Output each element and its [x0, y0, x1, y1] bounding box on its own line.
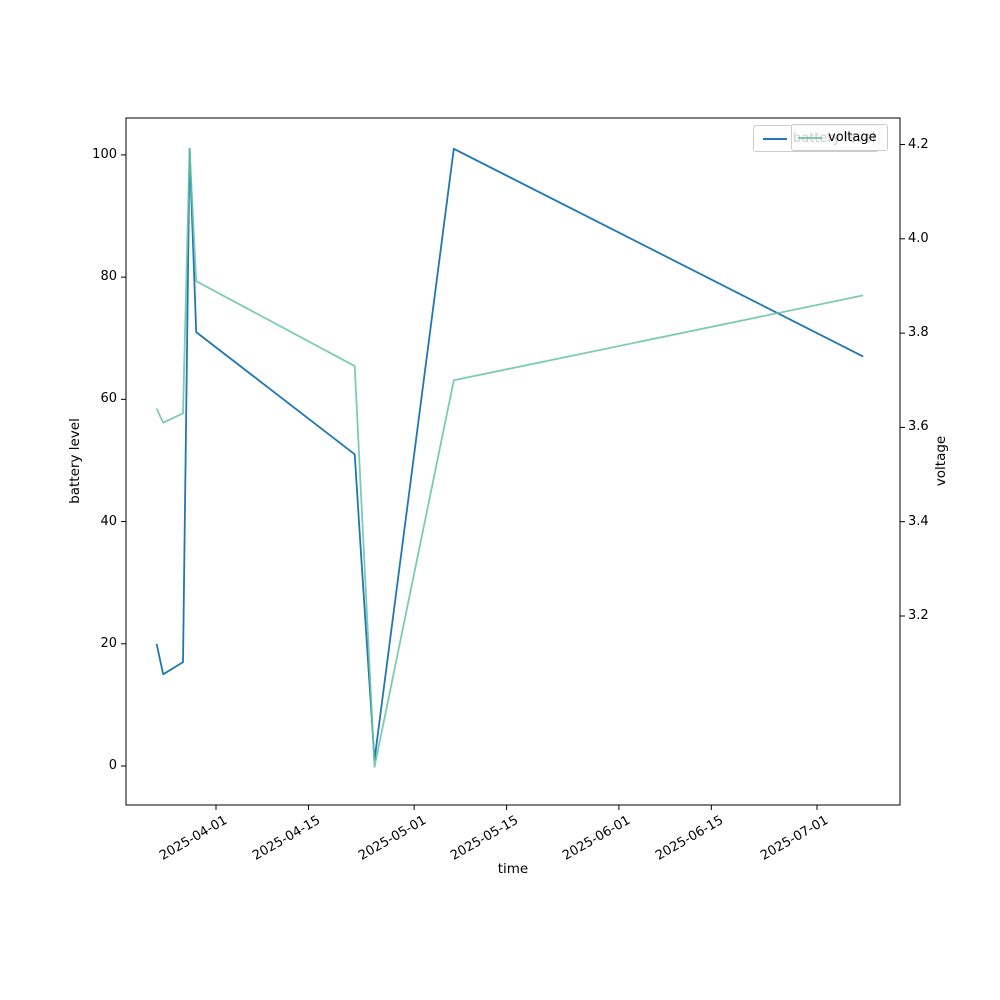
y-tick-label-left: 100 [92, 146, 117, 162]
x-axis-label: time [497, 861, 529, 877]
y-tick-label-left: 40 [100, 513, 117, 529]
legend-voltage: voltage [791, 124, 888, 151]
y-tick-label-right: 3.6 [908, 419, 929, 435]
battery-line [155, 147, 864, 761]
y-axis-label-right: voltage [933, 435, 949, 487]
y-tick-label-left: 60 [100, 391, 117, 407]
y-tick-label-left: 0 [108, 758, 117, 773]
y-tick-label-left: 80 [100, 269, 117, 285]
y-tick-label-right: 3.4 [908, 513, 929, 529]
y-tick-label-right: 4.2 [908, 136, 929, 152]
legend-label-voltage: voltage [828, 130, 877, 145]
legend-line-sample-voltage [798, 137, 822, 139]
y-tick-label-right: 4.0 [908, 230, 929, 246]
legend-line-sample-battery [763, 138, 787, 140]
y-tick-label-left: 20 [100, 635, 117, 651]
voltage-line [155, 148, 864, 768]
y-axis-label-left: battery level [67, 418, 83, 504]
plot-frame [125, 117, 901, 806]
y-tick-label-right: 3.2 [908, 608, 929, 623]
y-tick-label-right: 3.8 [908, 325, 929, 341]
